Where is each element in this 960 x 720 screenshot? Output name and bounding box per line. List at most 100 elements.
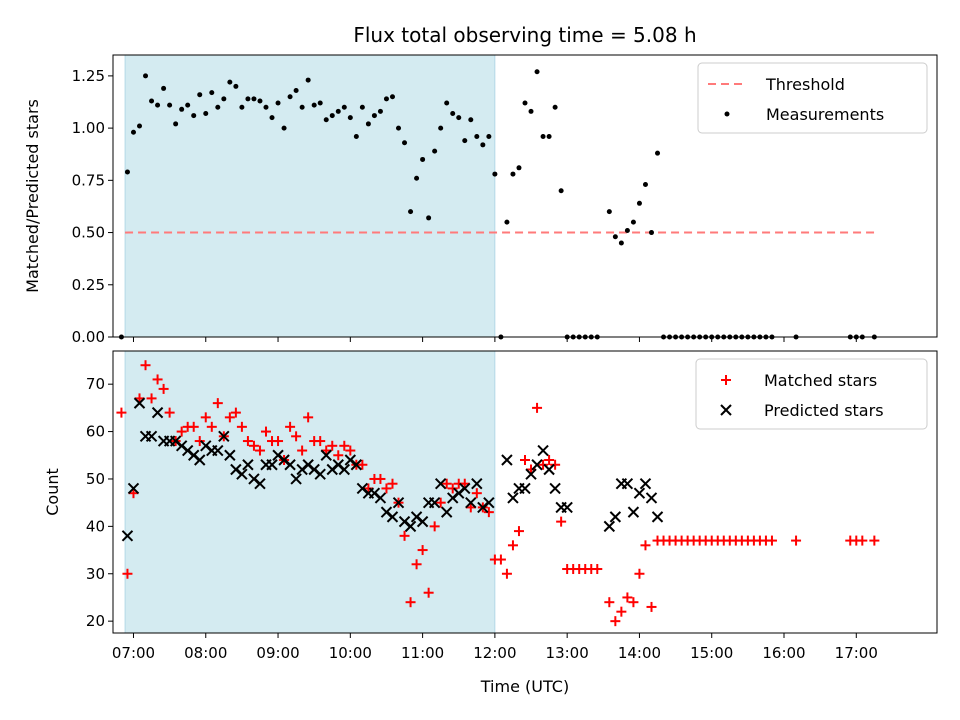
matched-star-point — [254, 445, 265, 456]
measurement-point — [377, 108, 383, 114]
matched-star-point — [766, 535, 777, 546]
measurement-point — [504, 219, 510, 225]
measurement-point — [335, 108, 341, 114]
matched-star-point — [610, 616, 621, 627]
predicted-star-point — [633, 487, 646, 499]
x-tick-label: 17:00 — [835, 644, 878, 662]
measurement-point — [257, 98, 263, 104]
matched-star-point — [164, 407, 175, 418]
matched-star-point — [206, 421, 217, 432]
matched-star-point — [429, 521, 440, 532]
predicted-star-point — [151, 406, 164, 419]
matched-star-point — [592, 564, 603, 575]
measurement-point — [468, 117, 474, 123]
measurement-point — [402, 140, 408, 146]
predicted-star-point — [290, 473, 302, 485]
measurement-point — [383, 96, 389, 102]
bottom-ticks: 20 30 40 50 60 70 07:00 08:00 09:00 10:00 11:00 12:… — [86, 375, 878, 662]
matched-star-point — [200, 412, 211, 423]
predicted-star-point — [525, 468, 537, 480]
measurement-point — [655, 150, 661, 156]
measurement-point — [161, 85, 167, 91]
measurement-point — [245, 96, 251, 102]
predicted-star-point — [483, 496, 495, 509]
matched-star-point — [544, 455, 555, 466]
measurement-point — [167, 102, 173, 108]
matched-star-point — [869, 535, 880, 546]
measurement-point — [173, 121, 179, 127]
predicted-star-point — [254, 477, 266, 490]
measurement-point — [287, 94, 293, 100]
predicted-star-point — [320, 449, 332, 461]
measurement-point — [143, 73, 149, 79]
measurement-point — [227, 79, 233, 85]
measurement-point — [299, 104, 305, 110]
top-y-tick-label: 0.00 — [72, 328, 105, 346]
x-tick-label: 08:00 — [184, 644, 227, 662]
legend-matched-label: Matched stars — [764, 371, 877, 390]
bottom-highlight-span — [124, 350, 496, 634]
predicted-star-point — [194, 454, 206, 466]
predicted-star-point — [645, 492, 658, 504]
bottom-y-tick-label: 70 — [86, 375, 105, 393]
matched-star-point — [357, 459, 368, 470]
matched-star-point — [411, 559, 422, 570]
predicted-star-point — [386, 511, 399, 523]
predicted-star-point — [121, 530, 134, 542]
x-tick-label: 13:00 — [546, 644, 589, 662]
measurement-point — [522, 100, 528, 106]
measurement-point — [251, 96, 257, 102]
x-tick-label: 16:00 — [762, 644, 805, 662]
x-tick-label: 10:00 — [329, 644, 372, 662]
measurement-point — [510, 171, 516, 177]
measurement-point — [124, 169, 130, 175]
predicted-star-point — [266, 459, 278, 471]
measurement-point — [528, 108, 534, 114]
measurement-point — [323, 117, 329, 123]
matched-star-point — [285, 421, 296, 432]
bottom-legend-box — [695, 358, 928, 430]
predicted-star-point — [236, 468, 248, 480]
predicted-star-point — [651, 511, 664, 523]
measurement-point — [329, 113, 335, 119]
predicted-star-point — [603, 520, 616, 533]
top-axes-frame — [112, 54, 938, 338]
predicted-star-point — [537, 444, 549, 457]
matched-star-point — [248, 440, 259, 451]
matched-star-point — [236, 421, 247, 432]
predicted-star-point — [471, 477, 483, 490]
predicted-star-point — [531, 459, 543, 471]
predicted-star-point — [374, 492, 387, 504]
measurement-point — [239, 104, 245, 110]
measurement-point — [149, 98, 155, 104]
measurement-point — [263, 104, 269, 110]
predicted-star-point — [621, 477, 634, 490]
matched-star-point — [441, 478, 452, 489]
top-panel: 0.00 0.25 0.50 0.75 1.00 1.25 Flux total obse… — [23, 23, 938, 346]
top-highlight-span — [124, 54, 496, 338]
predicted-star-point — [639, 477, 652, 490]
measurement-point — [191, 113, 197, 119]
measurement-point — [612, 234, 618, 240]
bottom-panel: 20 30 40 50 60 70 07:00 08:00 09:00 10:00 11:00 12:… — [43, 350, 938, 696]
measurement-point — [624, 227, 630, 233]
predicted-star-point — [218, 430, 230, 443]
measurement-point — [130, 129, 136, 135]
matched-star-point — [501, 568, 512, 579]
matched-star-point — [417, 545, 428, 556]
measurement-point — [311, 102, 317, 108]
matched-star-point — [435, 497, 446, 508]
matched-star-point — [158, 383, 169, 394]
matched-star-point — [273, 436, 284, 447]
matched-star-point — [507, 540, 518, 551]
predicted-star-point — [133, 397, 146, 409]
measurement-point — [618, 240, 624, 246]
top-legend-box — [697, 62, 928, 134]
x-tick-label: 12:00 — [473, 644, 516, 662]
measurement-point — [444, 100, 450, 106]
predicted-star-point — [284, 459, 296, 471]
measurement-point — [221, 96, 227, 102]
legend-measurements-label: Measurements — [766, 105, 884, 124]
bottom-y-tick-label: 60 — [86, 423, 105, 441]
predicted-star-point — [519, 482, 531, 495]
